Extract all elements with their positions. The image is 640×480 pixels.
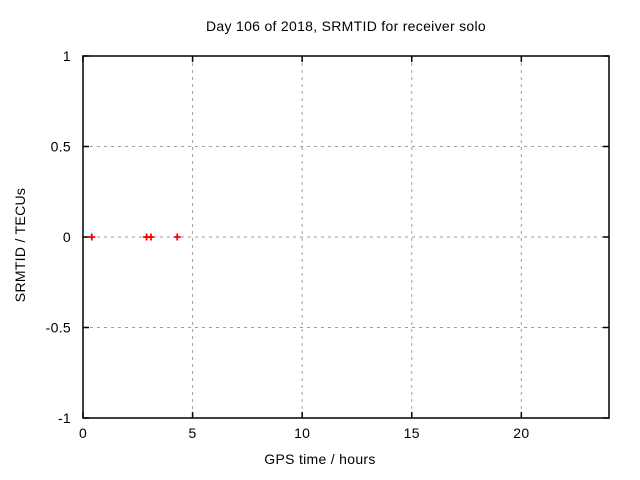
y-tick-label: -1: [58, 410, 71, 426]
x-tick-label: 10: [294, 425, 310, 441]
data-point-marker: [88, 233, 96, 241]
data-point-marker: [173, 233, 181, 241]
x-tick-label: 20: [513, 425, 529, 441]
y-tick-label: -0.5: [46, 320, 71, 336]
y-tick-label: 0: [63, 229, 71, 245]
x-axis-title: GPS time / hours: [264, 451, 376, 467]
data-point-marker: [147, 233, 155, 241]
x-tick-label: 5: [189, 425, 197, 441]
y-tick-label: 0.5: [51, 139, 71, 155]
y-tick-label: 1: [63, 48, 71, 64]
y-axis-title: SRMTID / TECUs: [12, 187, 28, 303]
x-tick-label: 15: [404, 425, 420, 441]
x-tick-label: 0: [79, 425, 87, 441]
chart-title: Day 106 of 2018, SRMTID for receiver sol…: [206, 18, 486, 34]
